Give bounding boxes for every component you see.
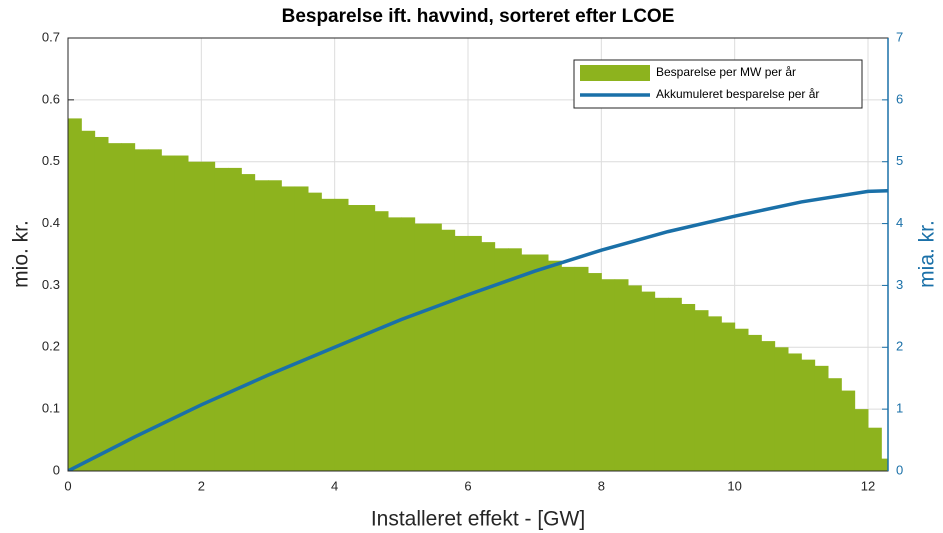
bar bbox=[334, 198, 349, 471]
y2-tick-label: 4 bbox=[896, 215, 903, 230]
bar bbox=[508, 248, 522, 471]
bar bbox=[214, 167, 229, 471]
bar bbox=[788, 353, 802, 471]
bar bbox=[228, 167, 242, 471]
chart-title: Besparelse ift. havvind, sorteret efter … bbox=[282, 6, 675, 27]
bar bbox=[468, 235, 482, 471]
bar bbox=[828, 378, 842, 471]
bar bbox=[81, 130, 96, 471]
y2-tick-label: 7 bbox=[896, 29, 903, 44]
bar bbox=[268, 180, 282, 471]
bar bbox=[708, 316, 722, 471]
x-tick-label: 2 bbox=[198, 478, 205, 493]
bar bbox=[68, 118, 82, 471]
bar bbox=[254, 180, 269, 471]
y-tick-label: 0.4 bbox=[42, 215, 60, 230]
y-axis-label: mio. kr. bbox=[10, 220, 33, 288]
bar bbox=[881, 458, 888, 471]
bar bbox=[694, 310, 709, 471]
legend-label: Besparelse per MW per år bbox=[656, 65, 796, 79]
bar bbox=[321, 198, 336, 471]
bar bbox=[281, 186, 296, 471]
bar bbox=[574, 266, 589, 471]
y2-tick-label: 3 bbox=[896, 277, 903, 292]
bar bbox=[361, 205, 376, 471]
legend-label: Akkumuleret besparelse per år bbox=[656, 87, 819, 101]
bar bbox=[428, 223, 442, 471]
bar bbox=[201, 161, 216, 471]
y2-tick-label: 5 bbox=[896, 153, 903, 168]
x-tick-label: 12 bbox=[861, 478, 875, 493]
legend-swatch bbox=[580, 65, 650, 81]
bar bbox=[841, 390, 856, 471]
x-tick-label: 4 bbox=[331, 478, 338, 493]
bar bbox=[628, 285, 642, 471]
bar bbox=[241, 174, 256, 471]
bar bbox=[94, 136, 109, 471]
y-tick-label: 0.6 bbox=[42, 91, 60, 106]
bar bbox=[454, 235, 469, 471]
bar bbox=[668, 297, 682, 471]
bar bbox=[161, 155, 176, 471]
y-tick-label: 0.7 bbox=[42, 29, 60, 44]
x-tick-label: 0 bbox=[64, 478, 71, 493]
legend: Besparelse per MW per år Akkumuleret besp… bbox=[573, 59, 863, 109]
x-tick-label: 10 bbox=[727, 478, 741, 493]
bar bbox=[614, 279, 629, 471]
bar bbox=[481, 242, 496, 471]
bar bbox=[148, 149, 162, 471]
bar bbox=[814, 365, 829, 471]
y-tick-label: 0.2 bbox=[42, 339, 60, 354]
bar bbox=[548, 260, 562, 471]
bar bbox=[734, 328, 749, 471]
y2-tick-label: 0 bbox=[896, 462, 903, 477]
bar bbox=[308, 192, 322, 471]
bar bbox=[801, 359, 816, 471]
y-tick-label: 0.5 bbox=[42, 153, 60, 168]
bar bbox=[188, 161, 202, 471]
bar bbox=[414, 223, 429, 471]
bar bbox=[681, 303, 696, 471]
bar bbox=[774, 347, 789, 471]
bar bbox=[601, 279, 616, 471]
plot-area bbox=[68, 118, 888, 471]
bar bbox=[401, 217, 416, 471]
y-tick-label: 0.3 bbox=[42, 277, 60, 292]
bar bbox=[441, 229, 456, 471]
y2-tick-label: 2 bbox=[896, 339, 903, 354]
bar bbox=[534, 254, 549, 471]
bar bbox=[641, 291, 656, 471]
bar bbox=[294, 186, 309, 471]
y2-tick-label: 1 bbox=[896, 401, 903, 416]
bar bbox=[721, 322, 736, 471]
bar bbox=[748, 334, 762, 471]
bar bbox=[374, 211, 389, 471]
bar bbox=[654, 297, 669, 471]
bar bbox=[868, 427, 882, 471]
x-tick-label: 6 bbox=[464, 478, 471, 493]
x-tick-label: 8 bbox=[598, 478, 605, 493]
bar bbox=[108, 143, 122, 471]
y2-tick-label: 6 bbox=[896, 91, 903, 106]
bar bbox=[561, 266, 576, 471]
bar bbox=[121, 143, 136, 471]
line bbox=[68, 189, 888, 471]
bar bbox=[174, 155, 189, 471]
x-axis-label: Installeret effekt - [GW] bbox=[371, 508, 585, 531]
bar bbox=[761, 341, 776, 471]
bar bbox=[134, 149, 149, 471]
bar bbox=[388, 217, 402, 471]
bar bbox=[854, 409, 869, 471]
bar bbox=[588, 273, 602, 471]
y2-axis-label: mia. kr. bbox=[916, 220, 939, 288]
y-tick-label: 0.1 bbox=[42, 401, 60, 416]
y-tick-label: 0 bbox=[53, 462, 60, 477]
bar bbox=[494, 248, 509, 471]
bar bbox=[521, 254, 536, 471]
